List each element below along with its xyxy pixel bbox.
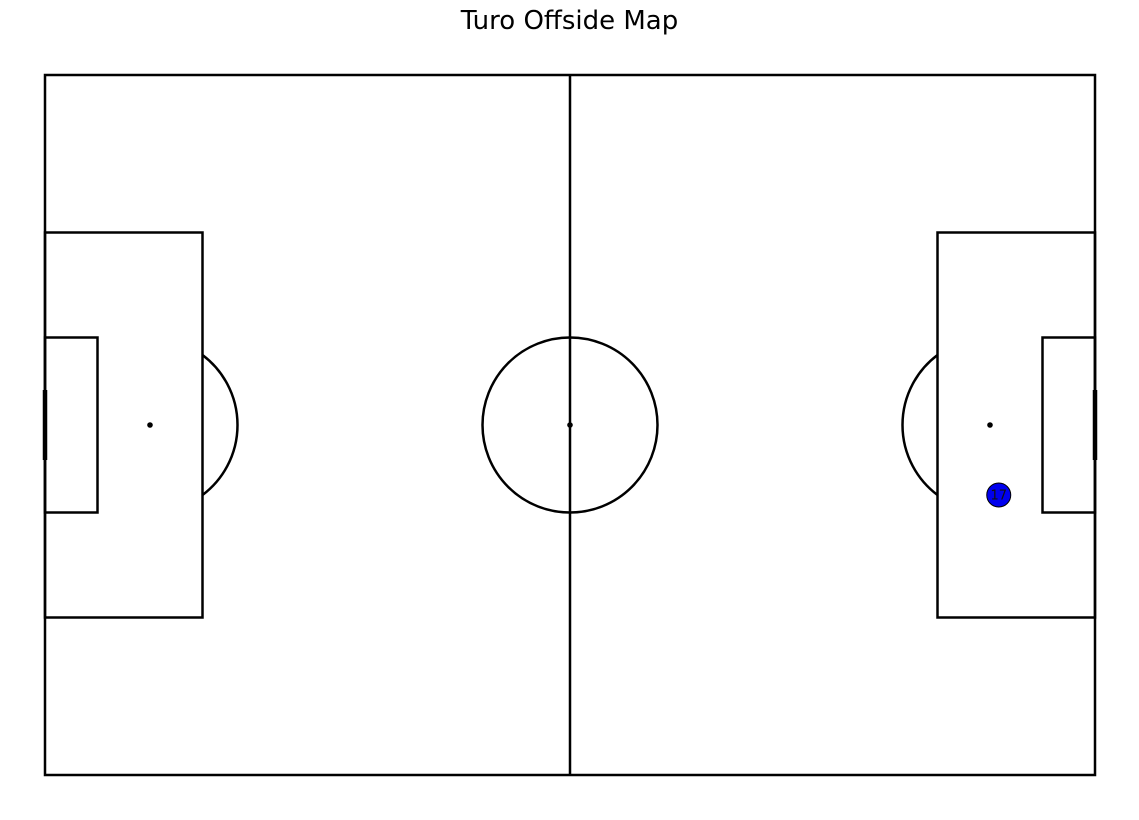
left-penalty-arc: [201, 354, 239, 496]
right-penalty-arc: [901, 354, 939, 496]
right-penalty-area: [936, 231, 1097, 619]
left-six-yard-box: [43, 336, 99, 514]
offside-point: 17: [986, 482, 1012, 508]
chart-title: Turo Offside Map: [460, 6, 679, 36]
centre-spot: [567, 422, 573, 428]
offside-marker: [986, 482, 1012, 508]
markers: 17: [986, 482, 1012, 508]
centre-circle: [481, 336, 659, 514]
left-penalty-spot: [147, 422, 153, 428]
right-six-yard-box: [1041, 336, 1097, 514]
right-penalty-spot: [987, 422, 993, 428]
left-penalty-area: [43, 231, 204, 619]
offside-marker-label: 17: [990, 489, 1007, 504]
